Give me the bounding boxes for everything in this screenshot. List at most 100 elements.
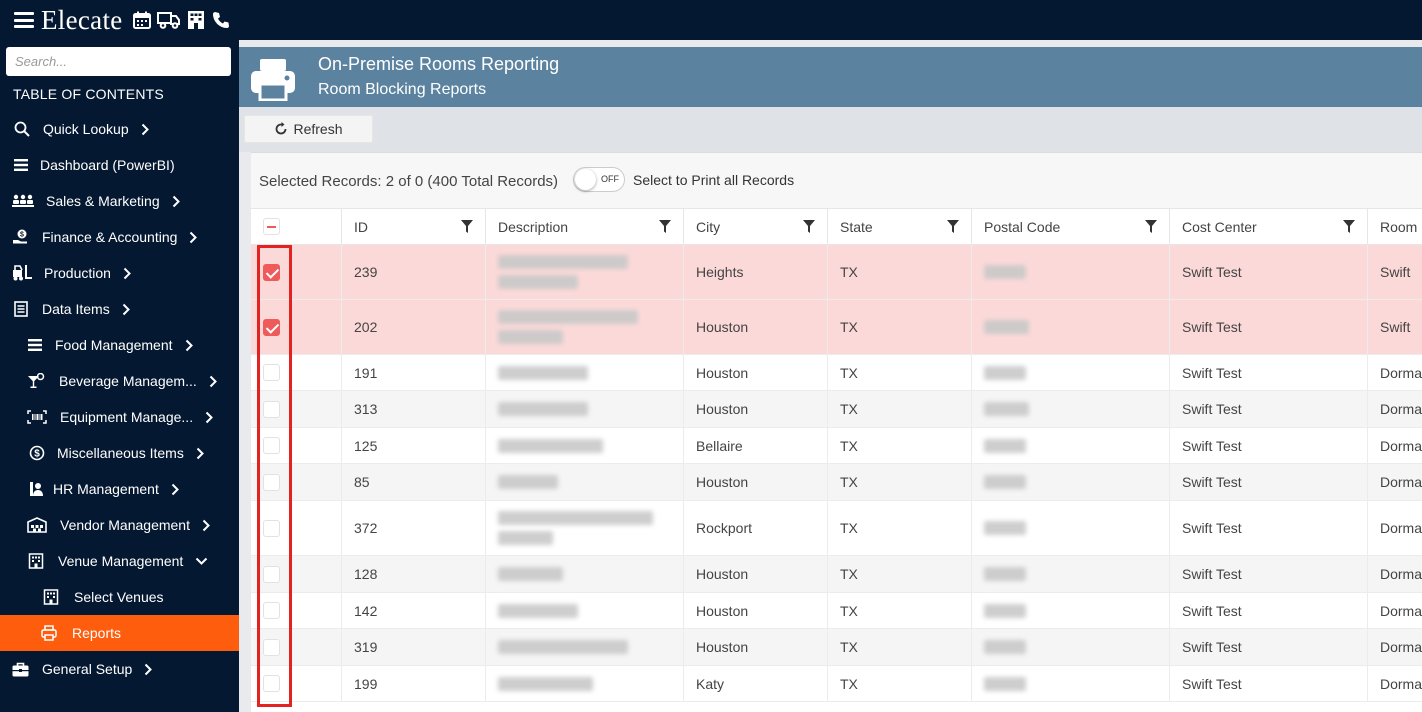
postal-code-cell [971,464,1169,500]
table-row[interactable]: 85 Houston TX Swift Test Dorma [251,464,1422,501]
table-row[interactable]: 239 Heights TX Swift Test Swift [251,245,1422,300]
row-checkbox[interactable] [263,602,280,619]
redacted-text [984,475,1026,489]
redacted-text [498,402,588,416]
sidebar-item-data-items[interactable]: Data Items [0,291,239,327]
state-cell: TX [827,464,971,500]
filter-icon[interactable] [1343,220,1355,236]
room-cell: Dorma [1367,355,1422,390]
page-subtitle: Room Blocking Reports [318,81,487,98]
filter-icon[interactable] [803,220,815,236]
truck-icon[interactable] [156,9,182,31]
row-checkbox[interactable] [263,364,280,381]
sidebar-item-label: General Setup [42,661,133,677]
redacted-text [984,603,1026,618]
state-cell: TX [827,556,971,592]
redacted-text [984,402,1029,416]
sidebar-item-food-management[interactable]: Food Management [0,327,239,363]
table-row[interactable]: 319 Houston TX Swift Test Dorma [251,629,1422,666]
row-checkbox[interactable] [263,675,280,692]
sidebar-item-label: Miscellaneous Items [57,445,184,461]
refresh-button[interactable]: Refresh [244,115,373,143]
table-row[interactable]: 199 Katy TX Swift Test Dorma [251,666,1422,702]
column-header-postal-code[interactable]: Postal Code [971,209,1169,245]
sidebar-item-quick-lookup[interactable]: Quick Lookup [0,111,239,147]
id-cell: 313 [341,391,485,427]
sidebar-item-reports[interactable]: Reports [0,615,239,651]
column-header-label: Room I [1380,219,1422,235]
table-row[interactable]: 191 Houston TX Swift Test Dorma [251,355,1422,391]
refresh-label: Refresh [293,121,343,137]
table-row[interactable]: 128 Houston TX Swift Test Dorma [251,556,1422,593]
sidebar-item-finance-accounting[interactable]: $ Finance & Accounting [0,219,239,255]
description-cell [485,428,683,463]
column-header-cost-center[interactable]: Cost Center [1169,209,1367,245]
select-all-checkbox[interactable] [263,218,280,235]
table-row[interactable]: 372 Rockport TX Swift Test Dorma [251,501,1422,556]
id-cell: 85 [341,464,485,500]
column-header-description[interactable]: Description [485,209,683,245]
filter-icon[interactable] [1145,220,1157,236]
sidebar-item-dashboard[interactable]: Dashboard (PowerBI) [0,147,239,183]
sidebar-item-general-setup[interactable]: General Setup [0,651,239,687]
city-cell: Heights [683,245,827,299]
column-header-id[interactable]: ID [341,209,485,245]
sidebar-item-hr-management[interactable]: HR Management [0,471,239,507]
table-row[interactable]: 313 Houston TX Swift Test Dorma [251,391,1422,428]
table-row[interactable]: 125 Bellaire TX Swift Test Dorma [251,428,1422,464]
row-checkbox[interactable] [263,565,280,583]
chevron-down-icon [195,554,209,568]
app-logo[interactable]: Elecate [41,5,123,35]
row-checkbox[interactable] [263,263,280,281]
grid-header: ID Description City State Postal Code [251,208,1422,245]
description-cell [485,629,683,665]
column-header-state[interactable]: State [827,209,971,245]
phone-icon[interactable] [210,9,232,31]
cost-center-cell: Swift Test [1169,464,1367,500]
state-cell: TX [827,300,971,354]
column-header-city[interactable]: City [683,209,827,245]
row-checkbox[interactable] [263,437,280,454]
column-header-label: ID [354,219,368,235]
row-checkbox[interactable] [263,318,280,336]
sidebar-item-equipment-management[interactable]: Equipment Manage... [0,399,239,435]
room-cell: Dorma [1367,428,1422,463]
id-cell: 125 [341,428,485,463]
sidebar-item-beverage-management[interactable]: Beverage Managem... [0,363,239,399]
sidebar-item-select-venues[interactable]: Select Venues [0,579,239,615]
chevron-right-icon [141,122,151,136]
row-checkbox[interactable] [263,638,280,656]
calendar-icon[interactable] [131,9,153,31]
row-select-cell [251,355,341,390]
print-all-toggle[interactable]: OFF [573,167,625,192]
filter-icon[interactable] [461,220,473,236]
postal-code-cell [971,593,1169,628]
row-checkbox[interactable] [263,519,280,537]
building-icon[interactable] [185,9,207,31]
row-checkbox[interactable] [263,400,280,418]
chevron-right-icon [205,410,215,424]
row-checkbox[interactable] [263,473,280,491]
table-row[interactable]: 142 Houston TX Swift Test Dorma [251,593,1422,629]
chevron-right-icon [209,374,219,388]
sidebar-item-label: Dashboard (PowerBI) [40,157,175,173]
search-input[interactable] [6,47,231,76]
sidebar-item-production[interactable]: Production [0,255,239,291]
sidebar-item-venue-management[interactable]: Venue Management [0,543,239,579]
sidebar-item-miscellaneous-items[interactable]: $ Miscellaneous Items [0,435,239,471]
cost-center-cell: Swift Test [1169,428,1367,463]
city-cell: Houston [683,300,827,354]
cost-center-cell: Swift Test [1169,355,1367,390]
hamburger-menu-icon[interactable] [14,12,34,28]
warehouse-icon [27,516,47,534]
toggle-knob [575,169,596,190]
sidebar-item-vendor-management[interactable]: Vendor Management [0,507,239,543]
column-header-room[interactable]: Room I [1367,209,1422,245]
sidebar-item-sales-marketing[interactable]: Sales & Marketing [0,183,239,219]
print-all-label: Select to Print all Records [633,172,795,188]
filter-icon[interactable] [659,220,671,236]
cost-center-cell: Swift Test [1169,300,1367,354]
table-row[interactable]: 202 Houston TX Swift Test Swift [251,300,1422,355]
filter-icon[interactable] [947,220,959,236]
sidebar-item-label: Quick Lookup [43,121,129,137]
